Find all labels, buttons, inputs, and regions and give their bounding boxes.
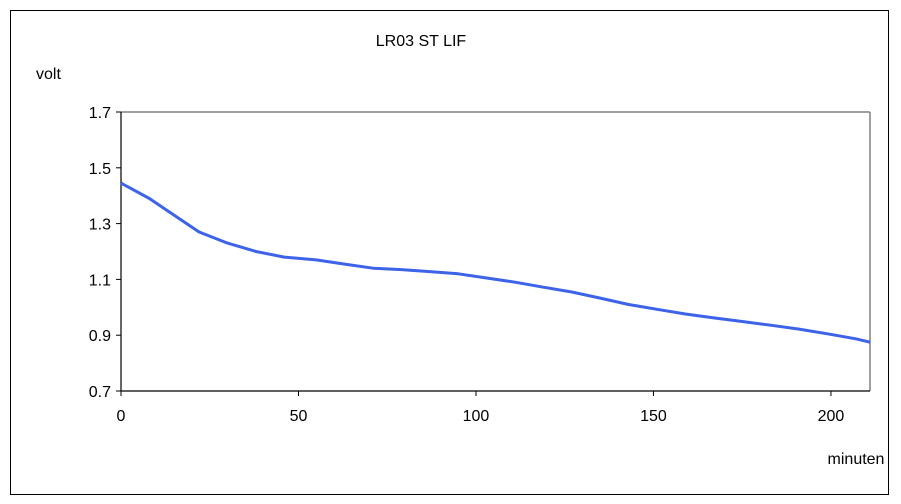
x-axis-label: minuten xyxy=(828,451,885,468)
y-tick-label: 1.7 xyxy=(89,105,111,122)
y-tick-label: 1.1 xyxy=(89,272,111,289)
chart-title: LR03 ST LIF xyxy=(376,33,467,50)
line-chart: 0.7 0.9 1.1 1.3 1.5 1.7 0 50 100 150 200 LR03 ST L… xyxy=(36,33,885,468)
x-tick-label: 0 xyxy=(117,408,126,425)
chart-frame: 0.7 0.9 1.1 1.3 1.5 1.7 0 50 100 150 200 LR03 ST L… xyxy=(10,10,889,495)
y-tick-label: 1.5 xyxy=(89,161,111,178)
y-tick-label: 0.9 xyxy=(89,328,111,345)
x-tick-label: 200 xyxy=(818,408,845,425)
series-line xyxy=(120,181,871,344)
plot-area: 0.7 0.9 1.1 1.3 1.5 1.7 0 50 100 150 200 xyxy=(89,105,871,425)
y-tick-label: 1.3 xyxy=(89,217,111,234)
x-tick-label: 50 xyxy=(290,408,308,425)
x-tick-label: 100 xyxy=(463,408,490,425)
y-axis-label: volt xyxy=(36,66,61,83)
y-tick-label: 0.7 xyxy=(89,384,111,401)
x-tick-label: 150 xyxy=(640,408,667,425)
